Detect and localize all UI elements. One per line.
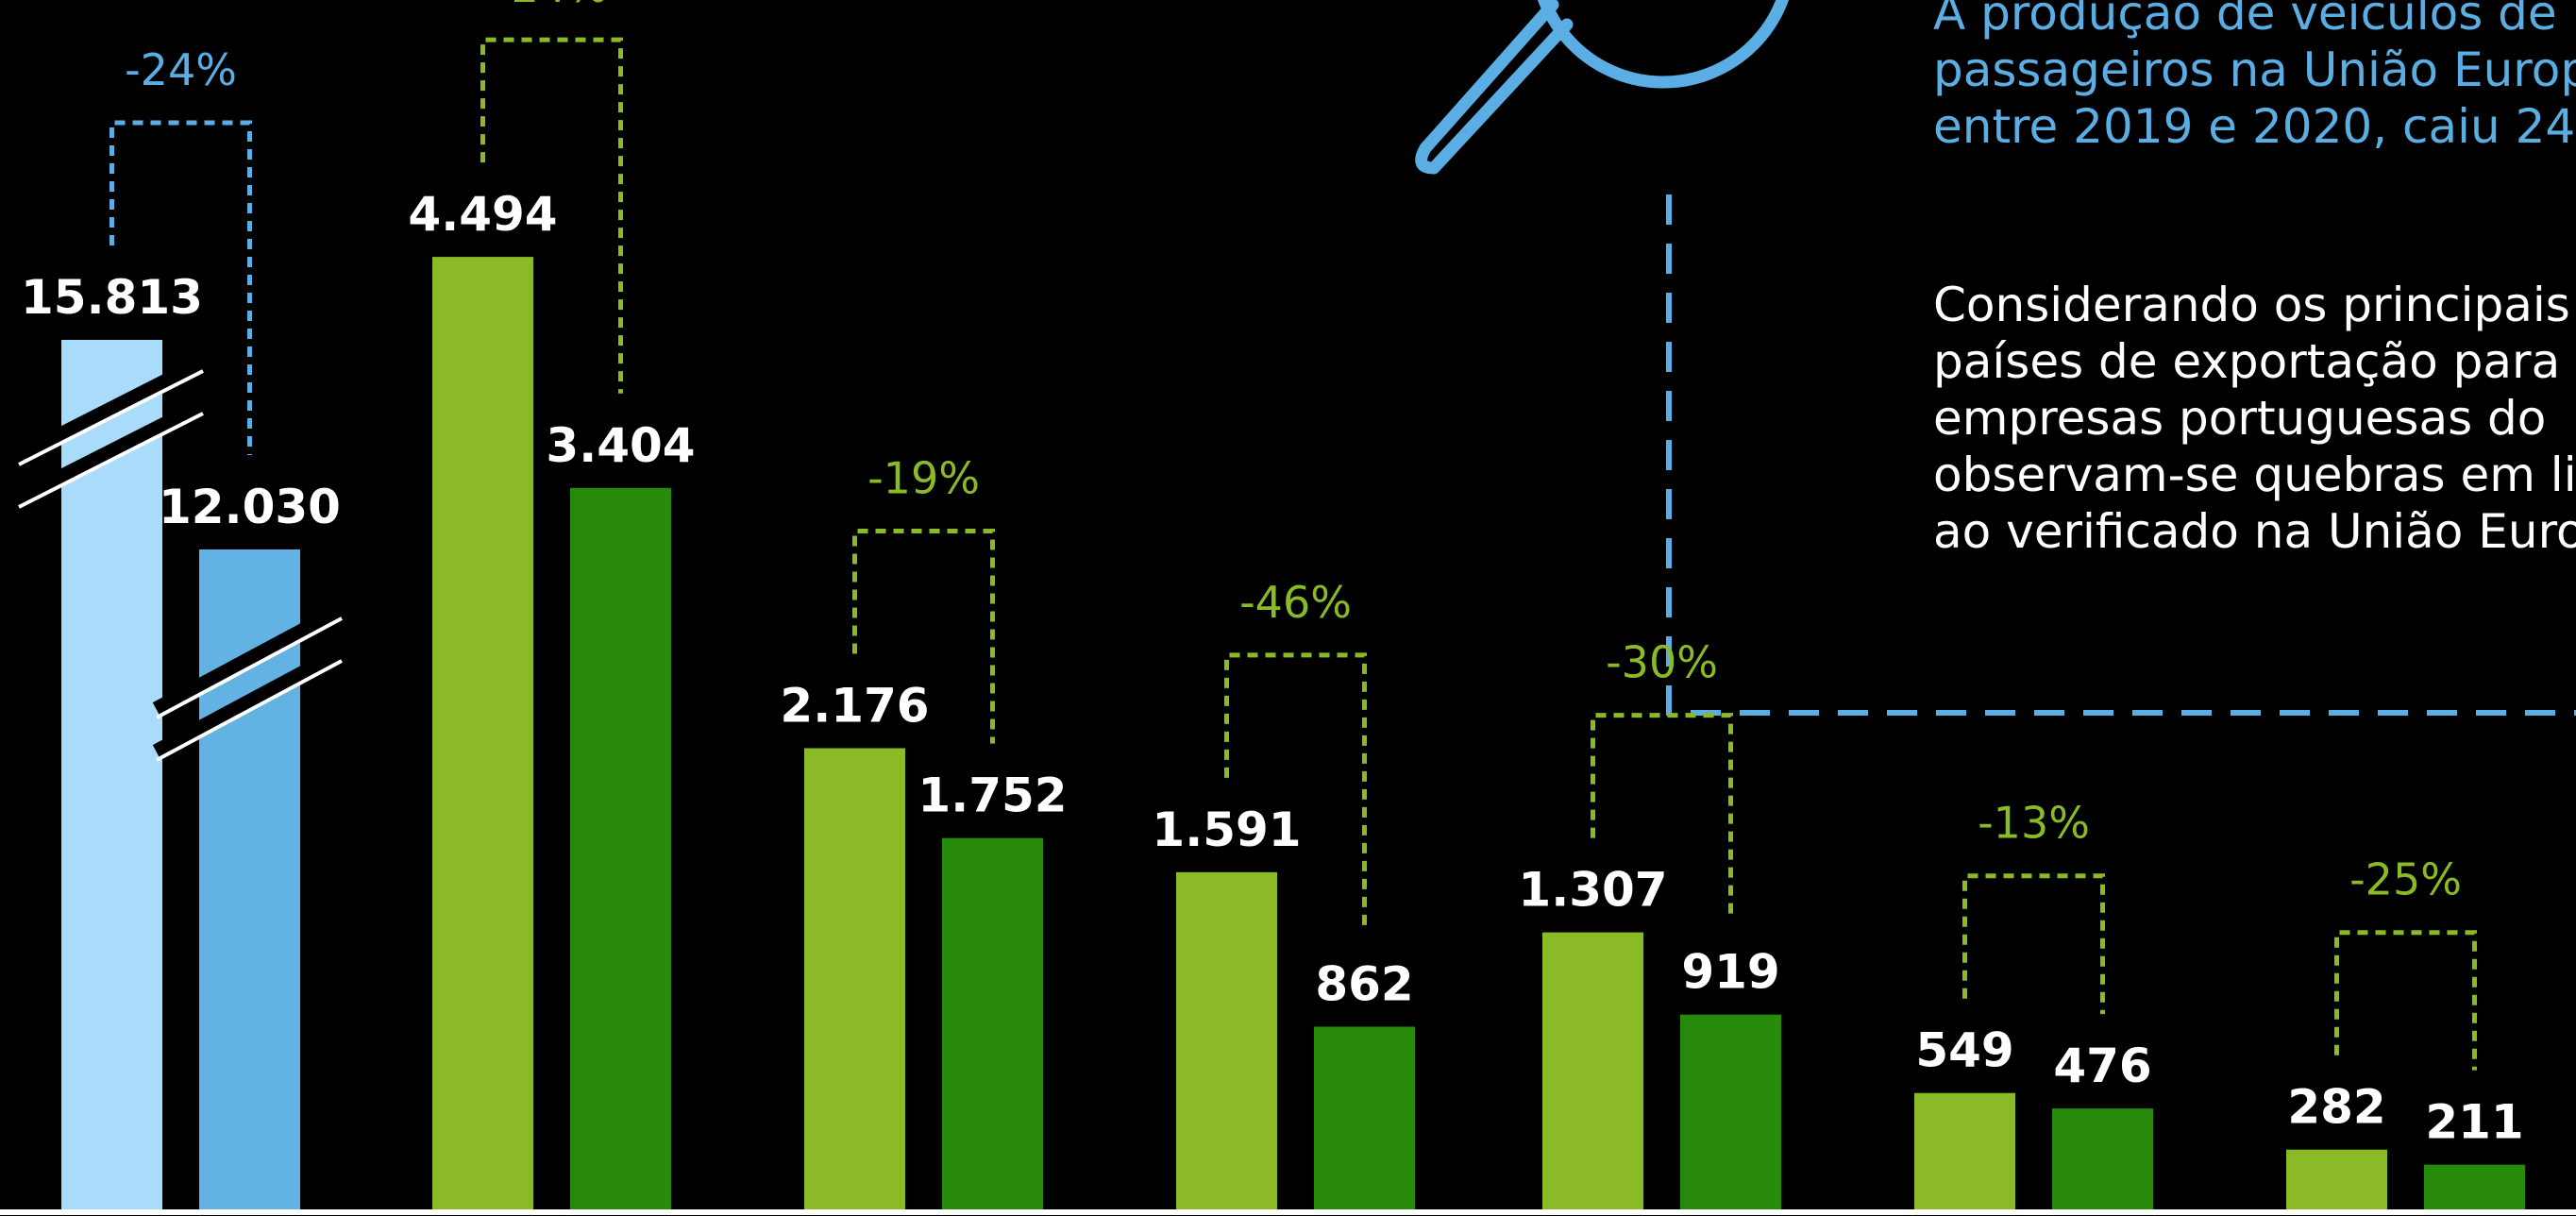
value-label-2020: 919	[1681, 945, 1779, 1000]
callout-line-2: passageiros na União Europ	[1933, 42, 2576, 97]
change-bracket	[852, 528, 995, 744]
change-bracket	[2334, 930, 2477, 1071]
value-label-2020: 1.752	[918, 768, 1067, 823]
value-label-2020: 12.030	[159, 480, 341, 534]
bar-2019	[2286, 1149, 2387, 1209]
change-label: -24%	[125, 44, 237, 95]
axis-break-mark	[156, 659, 343, 762]
callout-para2-line-2: países de exportação para	[1933, 334, 2561, 389]
value-label-2019: 2.176	[780, 678, 929, 733]
value-label-2019: 282	[2287, 1080, 2385, 1135]
axis-break-gap	[14, 397, 208, 508]
bar-2019	[1542, 932, 1643, 1209]
change-label: -30%	[1606, 637, 1718, 688]
callout-para2-line-5: ao verificado na União Euro	[1933, 504, 2576, 559]
callout-frame	[1666, 194, 2576, 716]
axis-break-mark	[156, 616, 343, 719]
change-bracket	[1962, 873, 2105, 1015]
value-label-2019: 4.494	[408, 187, 557, 242]
callout-line-3: entre 2019 e 2020, caiu 24%	[1933, 99, 2576, 154]
value-label-2020: 211	[2425, 1095, 2523, 1150]
axis-break-mark	[18, 412, 204, 509]
axis-break-mark	[18, 369, 204, 466]
axis-break-gap	[14, 355, 208, 465]
callout-para2-line-4: observam-se quebras em li	[1933, 448, 2576, 502]
bar-2019	[432, 257, 533, 1209]
value-label-2019: 549	[1915, 1023, 2013, 1078]
change-label: -25%	[2349, 854, 2462, 905]
bar-2020	[1314, 1026, 1415, 1209]
value-label-2020: 3.404	[546, 418, 695, 473]
value-label-2020: 862	[1315, 956, 1413, 1011]
change-bracket	[1224, 652, 1367, 933]
callout-text-white: Considerando os principais países de exp…	[1933, 277, 2576, 560]
change-label: -24%	[496, 0, 608, 12]
axis-break-gap	[152, 646, 346, 760]
change-label: -19%	[867, 452, 980, 503]
bar-2019	[1914, 1092, 2015, 1209]
bar-2019	[1176, 871, 1277, 1209]
value-label-2019: 1.591	[1152, 802, 1301, 857]
value-label-2019: 15.813	[21, 270, 203, 325]
bar-2020	[2424, 1164, 2525, 1209]
bar-2020	[1680, 1014, 1781, 1209]
bar-2020	[2052, 1108, 2153, 1209]
value-label-2020: 476	[2053, 1039, 2151, 1093]
axis-break-gap	[152, 603, 346, 718]
change-bracket	[1591, 713, 1733, 920]
callout-para2-line-3: empresas portuguesas do	[1933, 391, 2547, 446]
change-label: -13%	[1978, 798, 2090, 849]
change-label: -46%	[1239, 577, 1352, 628]
bar-2019	[61, 340, 162, 1209]
bar-2020	[570, 487, 671, 1209]
callout-line-1: A produção de veículos de	[1933, 0, 2557, 41]
magnifier-icon	[1415, 0, 1790, 175]
bar-2020	[942, 837, 1043, 1209]
change-bracket	[480, 37, 623, 394]
value-label-2019: 1.307	[1518, 863, 1667, 918]
bar-2019	[804, 748, 905, 1209]
callout-para2-line-1: Considerando os principais	[1933, 278, 2570, 332]
change-bracket	[109, 120, 252, 455]
callout-text-blue: A produção de veículos de passageiros na…	[1933, 0, 2576, 155]
